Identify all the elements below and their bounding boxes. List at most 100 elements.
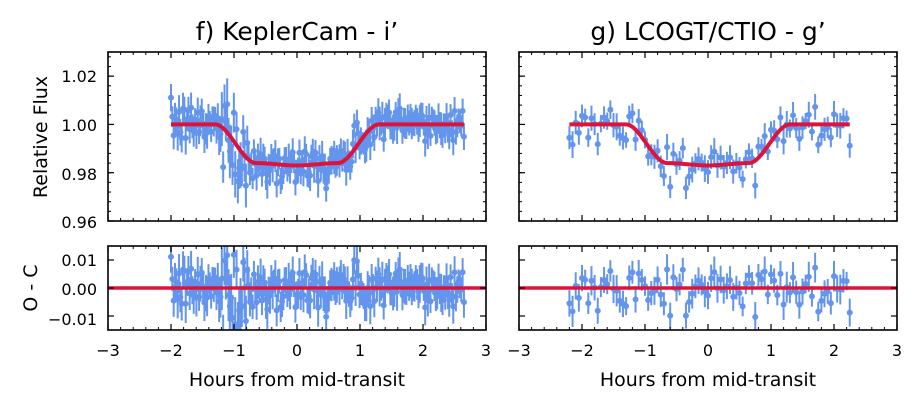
flux-point	[670, 150, 677, 157]
flux-point	[758, 143, 765, 150]
residual-point	[367, 303, 374, 310]
flux-point	[176, 109, 183, 116]
residual-point	[727, 277, 734, 284]
residual-point	[224, 252, 231, 259]
flux-point	[307, 172, 314, 179]
residual-point	[451, 269, 458, 276]
residual-point	[594, 307, 601, 314]
residual-point	[348, 295, 355, 302]
ytick-label-bottom: 0.01	[61, 251, 97, 270]
residual-point	[808, 293, 815, 300]
residual-point	[676, 281, 683, 288]
flux-point	[635, 117, 642, 124]
residual-point	[632, 296, 639, 303]
transit-model-line	[171, 122, 464, 168]
flux-point	[253, 172, 260, 179]
flux-point	[257, 151, 264, 158]
residual-point	[371, 298, 378, 305]
residual-point	[626, 274, 633, 281]
residual-point	[253, 299, 260, 306]
xtick-label-left: 3	[481, 341, 491, 360]
flux-point	[566, 134, 573, 141]
flux-point	[594, 141, 601, 148]
flux-point	[623, 137, 630, 144]
residual-point	[249, 303, 256, 310]
flux-point	[325, 168, 332, 175]
flux-point	[422, 138, 429, 145]
flux-point	[229, 162, 236, 169]
flux-point	[447, 112, 454, 119]
residual-point	[566, 300, 573, 307]
residual-point	[730, 293, 737, 300]
residual-point	[588, 277, 595, 284]
xtick-label-left: −2	[159, 341, 183, 360]
flux-point	[843, 115, 850, 122]
residual-point	[296, 270, 303, 277]
panel-g-title: g) LCOGT/CTIO - g’	[590, 17, 825, 46]
residual-point	[793, 289, 800, 296]
residual-point	[799, 288, 806, 295]
residual-point	[831, 273, 837, 280]
flux-point	[323, 185, 330, 192]
xtick-label-left: 1	[355, 341, 365, 360]
residual-point	[660, 300, 667, 307]
flux-point	[846, 142, 853, 149]
x-axis-label-left: Hours from mid-transit	[189, 369, 405, 391]
residual-point	[682, 312, 689, 319]
residual-point	[300, 292, 307, 299]
residual-point	[242, 317, 249, 324]
residual-point	[815, 308, 822, 315]
residual-point	[749, 280, 756, 287]
residual-point	[711, 269, 718, 276]
flux-point	[427, 132, 434, 139]
flux-point	[582, 114, 589, 121]
flux-point	[739, 176, 746, 183]
residual-point	[824, 288, 831, 295]
flux-point	[220, 164, 227, 171]
residual-point	[208, 293, 215, 300]
flux-point	[657, 163, 664, 170]
xtick-label-right: 1	[766, 341, 776, 360]
residual-point	[846, 309, 853, 316]
residual-point	[325, 294, 332, 301]
flux-point	[182, 135, 189, 142]
flux-point	[451, 107, 458, 114]
flux-point	[752, 182, 759, 189]
flux-point	[230, 109, 237, 116]
flux-point	[315, 178, 322, 185]
residual-point	[689, 290, 696, 297]
flux-point	[818, 132, 825, 139]
residual-point	[233, 266, 240, 273]
flux-point	[575, 129, 582, 136]
residual-point	[168, 253, 174, 260]
xtick-label-left: 2	[418, 341, 428, 360]
flux-point	[450, 137, 457, 144]
xtick-label-right: 2	[829, 341, 839, 360]
ytick-label-bottom: −0.01	[48, 310, 97, 329]
residual-point	[774, 292, 781, 299]
flux-point	[459, 107, 466, 114]
residual-point	[827, 300, 834, 307]
residual-point	[786, 289, 793, 296]
residual-point	[585, 300, 592, 307]
residual-point	[657, 291, 664, 298]
flux-point	[705, 168, 711, 175]
flux-point	[585, 134, 592, 141]
flux-point	[296, 149, 303, 156]
residual-point	[238, 303, 245, 310]
transit-model-line	[569, 122, 850, 168]
flux-point	[761, 133, 768, 140]
residual-point	[802, 281, 809, 288]
residual-point	[394, 288, 401, 295]
flux-point	[233, 126, 240, 133]
residual-point	[843, 278, 850, 285]
flux-point	[300, 168, 307, 175]
flux-point	[654, 147, 661, 154]
xtick-label-left: −3	[96, 341, 120, 360]
residual-point	[264, 306, 271, 313]
y-axis-label-residuals: O - C	[20, 264, 42, 311]
xtick-label-right: −2	[570, 341, 594, 360]
flux-point	[786, 125, 793, 132]
flux-point	[632, 136, 639, 143]
residual-point	[182, 300, 189, 307]
